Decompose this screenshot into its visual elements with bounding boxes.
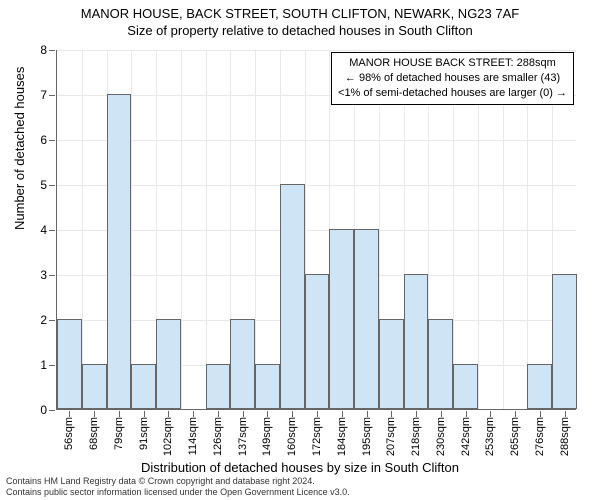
y-axis-label: Number of detached houses bbox=[12, 67, 27, 230]
bar bbox=[57, 319, 82, 409]
bar bbox=[329, 229, 354, 409]
x-tick-label: 230sqm bbox=[435, 417, 447, 456]
bar bbox=[230, 319, 255, 409]
bar bbox=[379, 319, 404, 409]
gridline-horizontal bbox=[57, 230, 576, 231]
x-tick-label: 56sqm bbox=[63, 417, 75, 450]
bar bbox=[82, 364, 107, 409]
x-tick-label: 126sqm bbox=[212, 417, 224, 456]
x-tick-label: 68sqm bbox=[88, 417, 100, 450]
bar bbox=[453, 364, 478, 409]
y-tick-label: 5 bbox=[40, 178, 47, 192]
y-tick-label: 3 bbox=[40, 268, 47, 282]
x-tick-label: 276sqm bbox=[534, 417, 546, 456]
x-tick-label: 253sqm bbox=[484, 417, 496, 456]
bar bbox=[280, 184, 305, 409]
bar bbox=[206, 364, 231, 409]
y-tick-label: 6 bbox=[40, 133, 47, 147]
y-tick bbox=[49, 50, 55, 51]
y-tick bbox=[49, 140, 55, 141]
gridline-vertical bbox=[131, 50, 132, 409]
gridline-horizontal bbox=[57, 50, 576, 51]
y-tick-label: 4 bbox=[40, 223, 47, 237]
x-tick-label: 102sqm bbox=[162, 417, 174, 456]
annotation-line-3: <1% of semi-detached houses are larger (… bbox=[338, 86, 567, 101]
x-tick-label: 195sqm bbox=[361, 417, 373, 456]
x-tick-label: 218sqm bbox=[410, 417, 422, 456]
x-tick-label: 288sqm bbox=[559, 417, 571, 456]
gridline-vertical bbox=[255, 50, 256, 409]
gridline-horizontal bbox=[57, 140, 576, 141]
gridline-vertical bbox=[181, 50, 182, 409]
gridline-vertical bbox=[206, 50, 207, 409]
y-tick bbox=[49, 365, 55, 366]
bar bbox=[404, 274, 429, 409]
chart-plot-area: 01234567856sqm68sqm79sqm91sqm102sqm114sq… bbox=[56, 50, 576, 410]
y-tick-label: 7 bbox=[40, 88, 47, 102]
gridline-horizontal bbox=[57, 185, 576, 186]
bar bbox=[354, 229, 379, 409]
x-tick-label: 207sqm bbox=[385, 417, 397, 456]
x-tick-label: 79sqm bbox=[113, 417, 125, 450]
bar bbox=[107, 94, 132, 409]
gridline-vertical bbox=[82, 50, 83, 409]
x-tick-label: 137sqm bbox=[237, 417, 249, 456]
y-tick bbox=[49, 95, 55, 96]
y-tick bbox=[49, 230, 55, 231]
annotation-box: MANOR HOUSE BACK STREET: 288sqm← 98% of … bbox=[331, 52, 574, 105]
x-axis-label: Distribution of detached houses by size … bbox=[0, 460, 600, 475]
page-title: MANOR HOUSE, BACK STREET, SOUTH CLIFTON,… bbox=[0, 6, 600, 21]
x-tick-label: 149sqm bbox=[261, 417, 273, 456]
y-tick-label: 0 bbox=[40, 403, 47, 417]
bar bbox=[527, 364, 552, 409]
footer-attribution: Contains HM Land Registry data © Crown c… bbox=[6, 476, 350, 499]
page-subtitle: Size of property relative to detached ho… bbox=[0, 23, 600, 38]
y-tick bbox=[49, 275, 55, 276]
footer-line-2: Contains public sector information licen… bbox=[6, 487, 350, 499]
y-tick-label: 8 bbox=[40, 43, 47, 57]
x-tick-label: 242sqm bbox=[460, 417, 472, 456]
x-tick-label: 265sqm bbox=[509, 417, 521, 456]
bar bbox=[255, 364, 280, 409]
bar bbox=[552, 274, 577, 409]
y-tick-label: 1 bbox=[40, 358, 47, 372]
annotation-line-1: MANOR HOUSE BACK STREET: 288sqm bbox=[338, 56, 567, 71]
y-tick bbox=[49, 320, 55, 321]
bar bbox=[131, 364, 156, 409]
y-tick-label: 2 bbox=[40, 313, 47, 327]
y-tick bbox=[49, 185, 55, 186]
bar bbox=[305, 274, 330, 409]
footer-line-1: Contains HM Land Registry data © Crown c… bbox=[6, 476, 350, 488]
bar bbox=[428, 319, 453, 409]
x-tick-label: 184sqm bbox=[336, 417, 348, 456]
annotation-line-2: ← 98% of detached houses are smaller (43… bbox=[338, 71, 567, 86]
y-tick bbox=[49, 410, 55, 411]
x-tick-label: 91sqm bbox=[138, 417, 150, 450]
x-tick-label: 160sqm bbox=[286, 417, 298, 456]
bar bbox=[156, 319, 181, 409]
x-tick-label: 172sqm bbox=[311, 417, 323, 456]
x-tick-label: 114sqm bbox=[187, 417, 199, 455]
